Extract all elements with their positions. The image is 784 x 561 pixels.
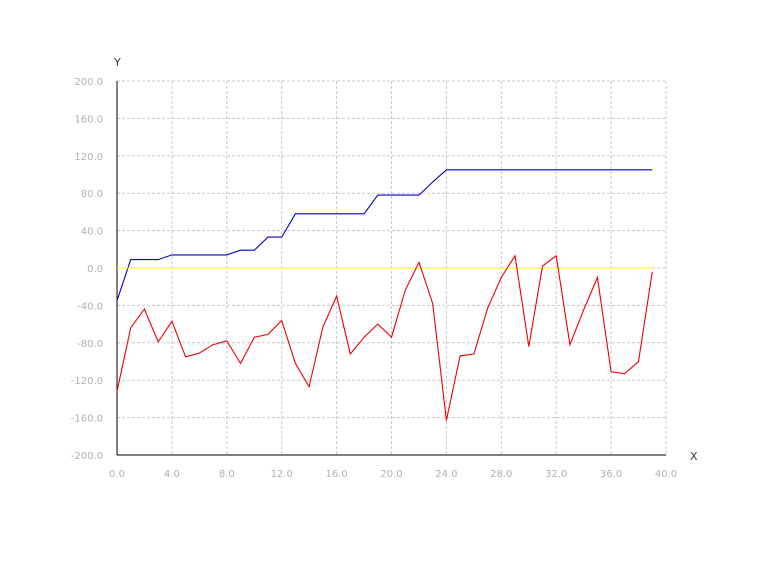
series-line-3 [116,254,653,421]
x-tick-label: 28.0 [490,469,512,480]
x-tick-label: 32.0 [545,469,567,480]
y-tick-label: -200.0 [71,451,103,462]
y-tick-label: 80.0 [81,189,103,200]
x-tick-label: 40.0 [655,469,677,480]
y-tick-label: 200.0 [74,77,103,88]
y-tick-label: 120.0 [74,152,103,163]
y-axis-label: Y [113,56,121,69]
y-tick-label: -120.0 [71,376,103,387]
x-tick-label: 4.0 [164,469,180,480]
y-tick-label: -160.0 [71,414,103,425]
y-tick-label: 0.0 [87,264,103,275]
y-tick-label: 40.0 [81,227,103,238]
series-line-1 [116,169,653,301]
tick-labels: 0.0 4.0 8.0 12.0 16.0 20.0 24.0 28.0 32.0 36.0 40.… [71,77,677,480]
y-tick-label: -40.0 [77,301,103,312]
x-tick-label: 8.0 [219,469,235,480]
x-tick-label: 0.0 [109,469,125,480]
series-lines [116,169,653,421]
x-tick-label: 12.0 [271,469,293,480]
x-tick-label: 36.0 [600,469,622,480]
y-tick-label: 160.0 [74,114,103,125]
y-tick-label: -80.0 [77,339,103,350]
x-tick-label: 16.0 [325,469,347,480]
x-tick-label: 24.0 [435,469,457,480]
x-tick-label: 20.0 [380,469,402,480]
x-axis-label: X [690,450,698,463]
